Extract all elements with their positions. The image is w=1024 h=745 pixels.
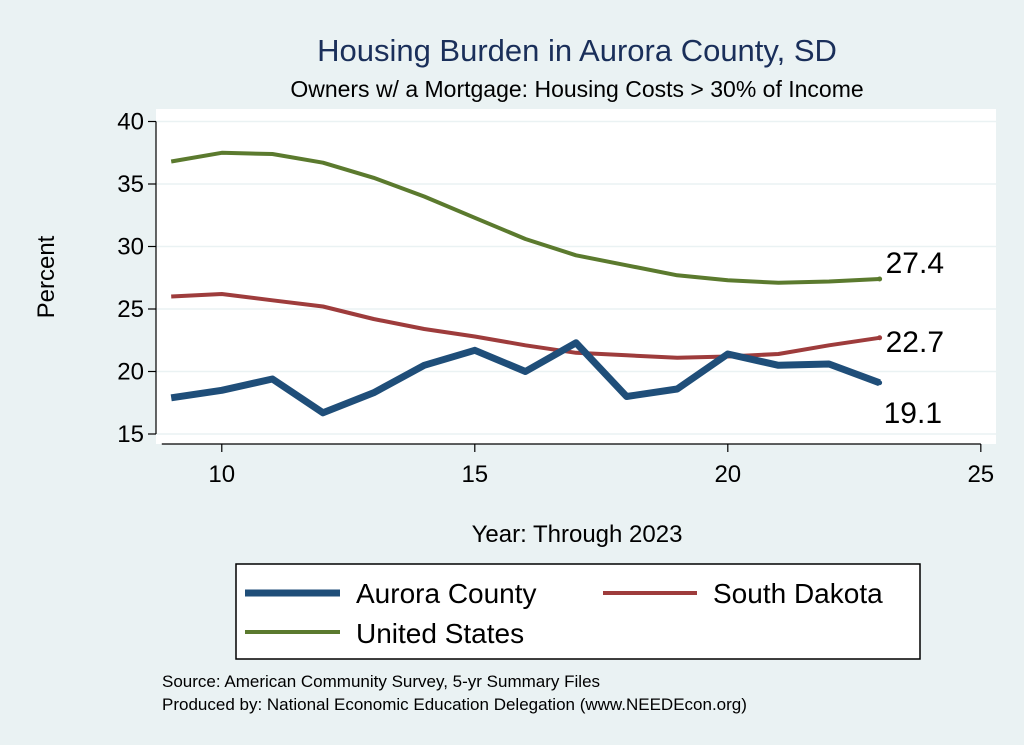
chart-title: Housing Burden in Aurora County, SD bbox=[317, 33, 837, 68]
y-axis-title: Percent bbox=[33, 235, 60, 318]
source-line-2: Produced by: National Economic Education… bbox=[162, 695, 747, 714]
x-tick-label: 25 bbox=[967, 461, 994, 488]
series-line-united-states bbox=[170, 150, 880, 285]
series-end-point bbox=[877, 380, 883, 386]
x-tick-label: 15 bbox=[461, 461, 488, 488]
y-tick-label: 25 bbox=[117, 296, 144, 323]
legend-label: South Dakota bbox=[713, 578, 883, 609]
x-tick-label: 20 bbox=[714, 461, 741, 488]
x-tick-label: 10 bbox=[208, 461, 235, 488]
end-value-label: 19.1 bbox=[884, 397, 942, 430]
y-tick-label: 30 bbox=[117, 234, 144, 261]
end-labels: 19.1 22.7 27.4 bbox=[884, 247, 944, 430]
source-line-1: Source: American Community Survey, 5-yr … bbox=[162, 672, 600, 691]
end-value-label: 27.4 bbox=[886, 247, 944, 280]
grid-lines bbox=[156, 120, 996, 435]
legend-label: United States bbox=[356, 618, 524, 649]
legend-label: Aurora County bbox=[356, 578, 537, 609]
x-axis-title: Year: Through 2023 bbox=[472, 521, 683, 548]
end-value-label: 22.7 bbox=[886, 326, 944, 359]
legend: Aurora County South Dakota United States bbox=[245, 578, 883, 649]
series-layer bbox=[170, 150, 883, 417]
y-tick-label: 40 bbox=[117, 109, 144, 136]
y-tick-label: 20 bbox=[117, 359, 144, 386]
plot-area bbox=[156, 109, 996, 444]
series-line-south-dakota bbox=[171, 292, 880, 360]
axes: 15 20 25 30 35 40 10 15 20 25 bbox=[117, 109, 994, 489]
series-end-point bbox=[877, 276, 883, 282]
series-end-point bbox=[877, 335, 883, 341]
y-tick-label: 35 bbox=[117, 171, 144, 198]
series-line-aurora-county bbox=[170, 339, 881, 417]
legend-box bbox=[235, 563, 921, 660]
chart-subtitle: Owners w/ a Mortgage: Housing Costs > 30… bbox=[290, 76, 863, 102]
y-tick-label: 15 bbox=[117, 421, 144, 448]
